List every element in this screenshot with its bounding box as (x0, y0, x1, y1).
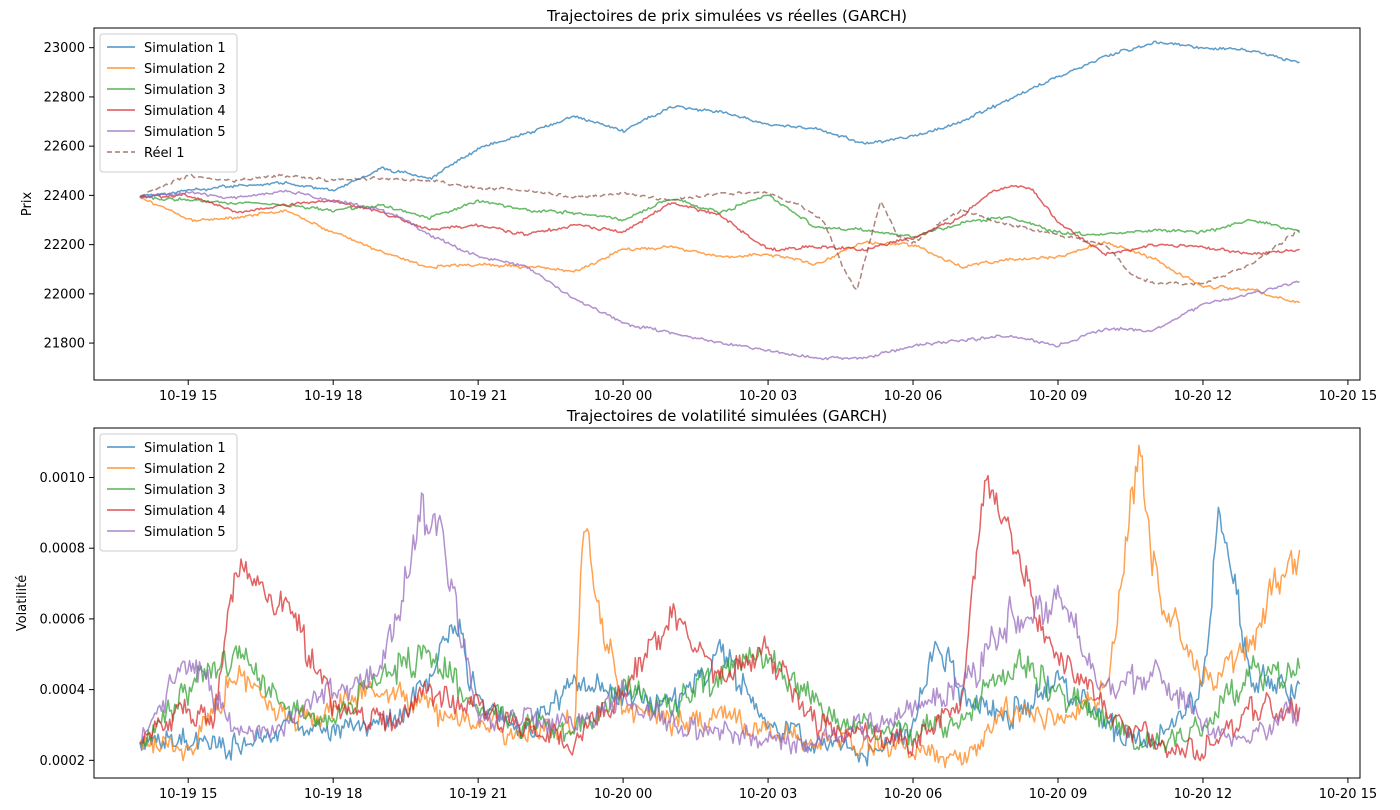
chart-title: Trajectoires de prix simulées vs réelles… (546, 7, 907, 25)
legend-label: Simulation 2 (144, 462, 226, 477)
x-tick-label: 10-20 00 (594, 787, 652, 802)
series-line-1 (139, 40, 1300, 200)
legend-label: Simulation 5 (144, 125, 226, 140)
series-line-5 (139, 189, 1300, 361)
series-line-6 (139, 173, 1300, 291)
axes-frame (93, 427, 1361, 779)
y-tick-label: 22600 (44, 140, 85, 155)
y-tick-label: 0.0010 (40, 471, 86, 486)
y-tick-label: 0.0008 (40, 542, 86, 557)
series-line-5 (139, 492, 1301, 755)
chart-panel-1: 10-19 15 10-19 18 10-19 21 10-20 00 10-20 03… (20, 7, 1377, 404)
x-tick-label: 10-19 18 (304, 787, 362, 802)
y-tick-label: 0.0002 (40, 754, 86, 769)
x-tick-label: 10-20 12 (1174, 787, 1232, 802)
legend: Simulation 1 Simulation 2 Simulation 3 Simu… (99, 33, 238, 173)
x-tick-label: 10-19 21 (449, 389, 507, 404)
legend: Simulation 1 Simulation 2 Simulation 3 Simu… (99, 433, 238, 552)
legend-box (99, 433, 238, 552)
x-tick-label: 10-19 15 (159, 787, 217, 802)
series-line-2 (139, 196, 1301, 304)
x-tick-label: 10-20 03 (739, 787, 797, 802)
y-tick-label: 22000 (44, 287, 85, 302)
x-tick-label: 10-20 09 (1029, 787, 1087, 802)
x-tick-label: 10-20 03 (739, 389, 797, 404)
legend-label: Simulation 5 (144, 525, 226, 540)
legend-label: Simulation 1 (144, 41, 226, 56)
series-line-4 (139, 184, 1300, 257)
legend-label: Réel 1 (144, 146, 184, 161)
y-axis-label: Volatilité (15, 575, 30, 631)
axes-frame (93, 27, 1361, 381)
chart-panel-2: 10-19 15 10-19 18 10-19 21 10-20 00 10-20 03… (15, 407, 1377, 802)
x-tick-label: 10-19 18 (304, 389, 362, 404)
legend-label: Simulation 3 (144, 483, 226, 498)
x-tick-label: 10-20 15 (1319, 787, 1377, 802)
x-tick-label: 10-20 06 (884, 787, 942, 802)
x-tick-label: 10-20 09 (1029, 389, 1087, 404)
legend-label: Simulation 4 (144, 104, 226, 119)
y-tick-label: 22800 (44, 90, 85, 105)
legend-label: Simulation 3 (144, 83, 226, 98)
y-tick-label: 22200 (44, 238, 85, 253)
y-tick-label: 23000 (44, 41, 85, 56)
y-tick-label: 21800 (44, 337, 85, 352)
y-tick-label: 0.0006 (40, 612, 86, 627)
plot-area (139, 444, 1301, 769)
x-tick-label: 10-20 15 (1319, 389, 1377, 404)
x-tick-label: 10-20 00 (594, 389, 652, 404)
plot-area (139, 40, 1301, 361)
x-tick-label: 10-20 12 (1174, 389, 1232, 404)
legend-label: Simulation 2 (144, 62, 226, 77)
x-tick-label: 10-20 06 (884, 389, 942, 404)
chart-title: Trajectoires de volatilité simulées (GAR… (566, 407, 887, 425)
series-line-2 (139, 444, 1301, 769)
legend-label: Simulation 1 (144, 441, 226, 456)
y-tick-label: 0.0004 (40, 683, 86, 698)
y-axis-label: Prix (20, 192, 35, 217)
legend-label: Simulation 4 (144, 504, 226, 519)
series-line-3 (139, 194, 1301, 239)
series-line-4 (139, 474, 1301, 762)
y-tick-label: 22400 (44, 189, 85, 204)
series-line-1 (139, 506, 1301, 767)
x-tick-label: 10-19 15 (159, 389, 217, 404)
x-tick-label: 10-19 21 (449, 787, 507, 802)
